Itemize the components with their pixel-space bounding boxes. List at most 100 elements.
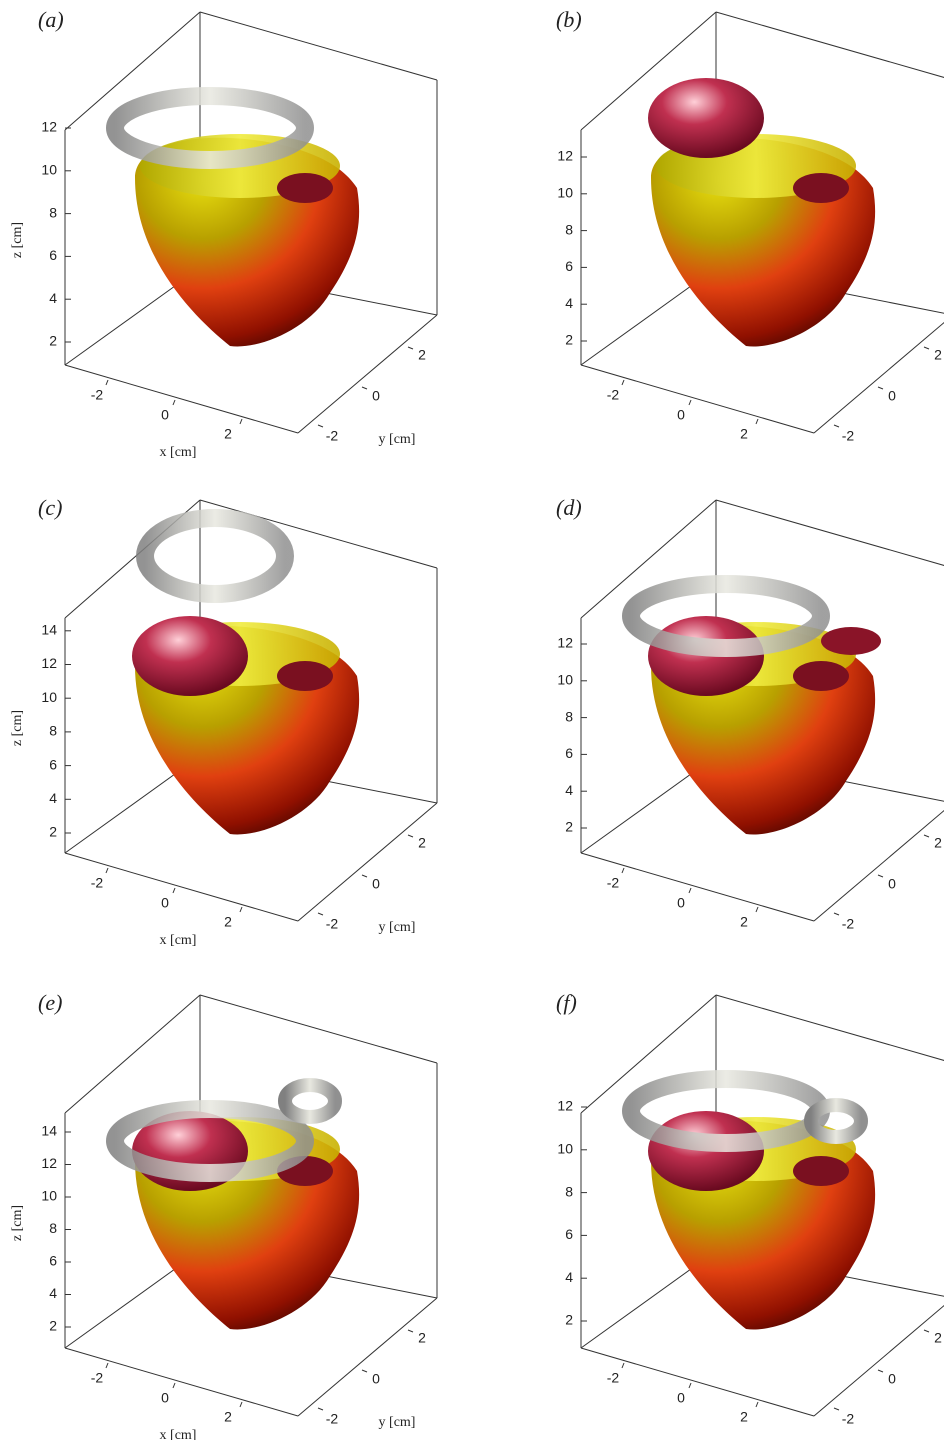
y-tick [833,912,840,916]
z-tick-label: 10 [41,1188,57,1204]
valve-opening [277,173,333,203]
y-tick-label: -2 [842,1411,855,1427]
ribbon [106,87,314,169]
x-tick-label: 0 [161,895,169,911]
z-tick-label: 12 [557,635,573,651]
y-tick [317,1407,324,1411]
box-edge [64,364,299,434]
y-axis-label: y [cm] [379,1415,416,1430]
box-edge [64,852,299,922]
box-edge [64,1347,299,1417]
panel-label: (f) [556,990,577,1015]
z-tick-label: 14 [41,1123,57,1139]
z-tick-label: 10 [557,672,573,688]
box-edge [715,499,944,566]
valve-dome [132,616,248,696]
box-edge [297,802,438,922]
x-tick [172,887,176,894]
z-tick-label: 10 [557,1141,573,1157]
x-tick-label: 0 [161,1390,169,1406]
z-tick-label: 6 [49,756,57,772]
z-tick-label: 8 [49,1220,57,1236]
x-tick-label: -2 [607,1370,620,1386]
z-tick-label: 10 [41,162,57,178]
box-edge [580,994,717,1114]
panel-label: (d) [556,495,582,520]
z-tick-label: 12 [557,1098,573,1114]
box-edge [199,499,438,569]
y-tick [361,1369,368,1373]
x-tick-label: 0 [677,1390,685,1406]
panel: (c) 2 4 6 8 10 12 14 -2 0 2 -2 0 2 x [cm] y [cm] z [cm] [10,495,438,948]
z-tick-label: 2 [49,824,57,840]
x-tick-label: 2 [224,426,232,442]
box-edge [199,11,438,81]
x-tick-label: 2 [224,1409,232,1425]
z-tick-label: 10 [557,185,573,201]
z-axis-label: z [cm] [10,222,25,258]
y-tick-label: -2 [842,916,855,932]
panel-label: (c) [38,495,62,520]
box-edge [199,994,438,1064]
z-axis-label: z [cm] [10,1205,25,1241]
x-tick [239,1401,243,1408]
x-tick-label: 2 [740,1409,748,1425]
x-tick [105,867,109,874]
y-tick-label: 2 [934,1330,942,1346]
z-tick-label: 4 [565,1269,573,1285]
z-tick-label: 12 [41,655,57,671]
z-tick-label: 8 [565,1183,573,1199]
x-tick [755,1401,759,1408]
x-tick-label: 2 [224,914,232,930]
x-tick-label: 0 [161,407,169,423]
panel-label: (b) [556,7,582,32]
x-tick [621,1362,625,1369]
x-tick-label: -2 [607,875,620,891]
box-edge [297,1297,438,1417]
y-tick [361,874,368,878]
x-tick-label: 2 [740,914,748,930]
y-tick [833,1407,840,1411]
ribbon [804,1098,868,1144]
x-axis-label: x [cm] [160,1428,197,1440]
ribbon [278,1078,342,1124]
panel-label: (e) [38,990,62,1015]
z-tick-label: 4 [565,782,573,798]
y-tick-label: -2 [326,1411,339,1427]
z-tick-label: 10 [41,689,57,705]
box-edge [715,11,944,78]
x-axis-label: x [cm] [160,445,197,460]
x-tick-label: 0 [677,407,685,423]
z-tick-label: 4 [49,1285,57,1301]
y-tick [407,346,414,350]
y-tick-label: -2 [326,428,339,444]
panel: (b) 2 4 6 8 10 12 -2 0 2 -2 0 2 [556,7,944,444]
z-tick-label: 2 [49,1318,57,1334]
z-tick-label: 8 [49,723,57,739]
x-tick [755,418,759,425]
box-edge [580,364,815,434]
x-tick-label: -2 [91,387,104,403]
y-tick-label: 2 [418,835,426,851]
x-tick-label: 0 [677,895,685,911]
box-edge [64,11,201,131]
box-edge [64,994,201,1114]
z-tick-label: 8 [49,204,57,220]
x-tick [621,867,625,874]
x-tick [621,379,625,386]
y-tick [923,346,930,350]
z-tick-label: 4 [49,790,57,806]
y-tick [317,912,324,916]
x-tick-label: 2 [740,426,748,442]
ribbon [106,1100,314,1182]
z-tick-label: 6 [565,258,573,274]
y-axis-label: y [cm] [379,920,416,935]
x-axis-label: x [cm] [160,933,197,948]
box-edge [813,809,944,922]
panel: (a) 2 4 6 8 10 12 -2 0 2 -2 0 2 x [cm] y [cm] z [cm] [10,7,438,460]
box-edge [580,499,717,619]
y-tick [407,834,414,838]
ribbon [622,575,830,657]
